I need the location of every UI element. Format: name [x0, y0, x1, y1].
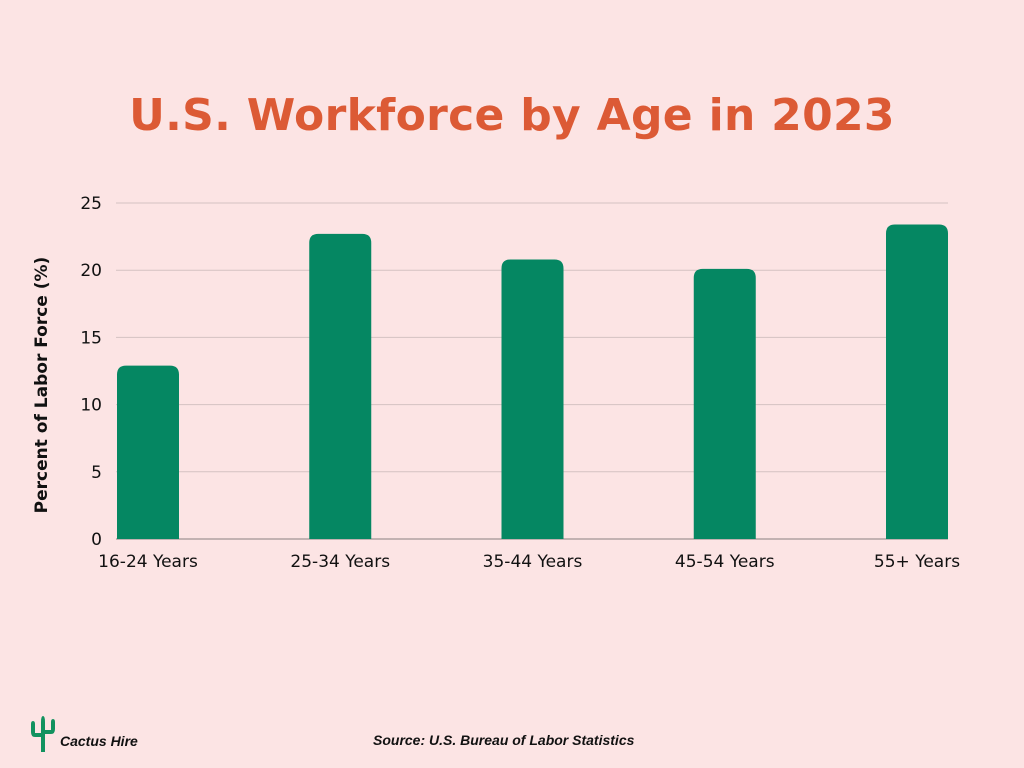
brand-name: Cactus Hire: [60, 733, 138, 749]
bar-45-54-years: [693, 268, 756, 539]
chart-title: U.S. Workforce by Age in 2023: [129, 90, 895, 141]
x-tick-label: 45-54 Years: [675, 552, 775, 572]
y-tick-label: 25: [80, 194, 102, 214]
x-tick-label: 55+ Years: [874, 552, 960, 572]
brand: Cactus Hire: [28, 712, 138, 756]
bar-55-years: [886, 224, 948, 539]
source-note: Source: U.S. Bureau of Labor Statistics: [373, 732, 635, 748]
y-tick-label: 10: [80, 396, 102, 416]
bar-16-24-years: [117, 365, 179, 539]
bars: [117, 224, 948, 540]
cactus-icon: [28, 710, 58, 759]
y-tick-label: 0: [91, 530, 102, 550]
x-tick-label: 16-24 Years: [98, 552, 198, 572]
x-tick-label: 35-44 Years: [483, 552, 583, 572]
bar-25-34-years: [309, 233, 372, 540]
y-tick-label: 15: [80, 328, 102, 348]
y-tick-label: 5: [91, 463, 102, 483]
x-axis-ticks: 16-24 Years 25-34 Years 35-44 Years 45-54 Y…: [98, 552, 960, 572]
bar-35-44-years: [501, 259, 564, 539]
y-axis-ticks: 0 5 10 15 20 25: [80, 194, 102, 550]
x-tick-label: 25-34 Years: [290, 552, 390, 572]
y-axis-label: Percent of Labor Force (%): [32, 257, 52, 514]
y-tick-label: 20: [80, 261, 102, 281]
